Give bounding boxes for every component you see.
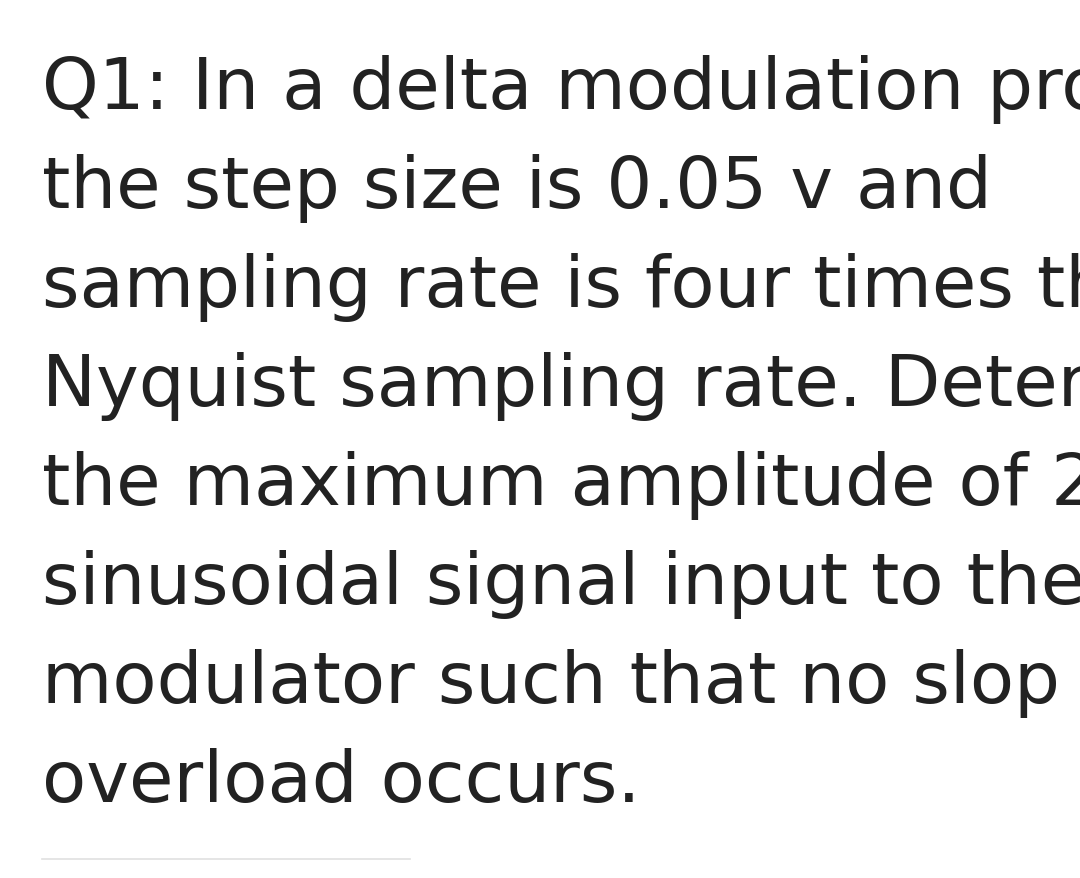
- Text: the maximum amplitude of 2 KHz: the maximum amplitude of 2 KHz: [42, 450, 1080, 520]
- Text: Nyquist sampling rate. Determine: Nyquist sampling rate. Determine: [42, 351, 1080, 421]
- Text: overload occurs.: overload occurs.: [42, 747, 640, 816]
- Text: modulator such that no slop: modulator such that no slop: [42, 648, 1059, 717]
- Text: sampling rate is four times the: sampling rate is four times the: [42, 253, 1080, 321]
- Text: the step size is 0.05 v and: the step size is 0.05 v and: [42, 154, 991, 223]
- Text: Q1: In a delta modulation process,: Q1: In a delta modulation process,: [42, 55, 1080, 124]
- Text: sinusoidal signal input to the delta: sinusoidal signal input to the delta: [42, 550, 1080, 618]
